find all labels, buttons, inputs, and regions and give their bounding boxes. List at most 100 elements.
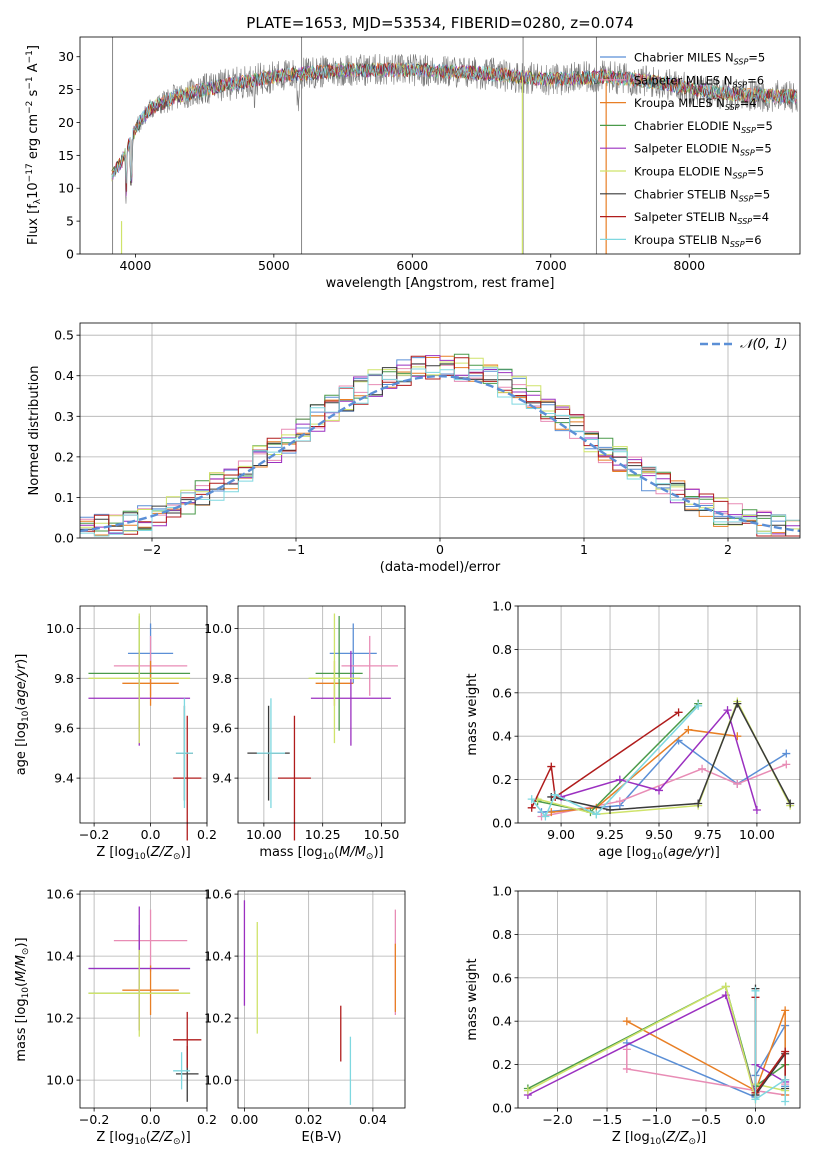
spectrum-panel: PLATE=1653, MJD=53534, FIBERID=0280, z=0… (25, 14, 801, 291)
x-tick-label: 9.00 (547, 827, 575, 842)
x-tick-label: 9.50 (645, 827, 673, 842)
mass-vs-metallicity-panel: −0.2 0.0 0.2 10.0 10.2 10.4 10.6 Z [log10(Z/Z⊙)… (14, 887, 217, 1147)
y-axis-label: Flux [fλ10−17 erg cm−2 s−1 A−1] (25, 45, 43, 245)
legend-label: Salpeter MILES NSSP=6 (634, 73, 764, 89)
y-tick-label: 0 (66, 247, 74, 262)
mass-weight-vs-metallicity-panel: −2.0 −1.5 −1.0 −0.5 0.0 0.0 0.2 0.4 0.6 0.8 1.0 Z [… (465, 884, 801, 1147)
weight-point (527, 803, 536, 812)
weight-point (781, 1006, 790, 1015)
y-tick-label: 1.0 (492, 599, 512, 614)
x-tick-label: −0.2 (79, 1112, 109, 1127)
weight-point (781, 1047, 790, 1056)
x-axis-label: Z [log10(Z/Z⊙)] (612, 1130, 706, 1147)
weight-point (622, 1017, 631, 1026)
histogram-step (80, 355, 800, 535)
weight-point (721, 982, 730, 991)
weight-point (684, 725, 693, 734)
residual-histogram-panel: −2 −1 0 1 2 0.0 0.1 0.2 0.3 0.4 0.5 (data-model)/er… (27, 322, 801, 575)
y-tick-label: 9.8 (212, 671, 232, 686)
age-vs-mass-panel: 10.00 10.25 10.50 9.4 9.6 9.8 10.0 mass [log10(… (204, 605, 406, 862)
x-tick-label: 0 (436, 542, 444, 557)
y-axis-label: mass [log10(M/M⊙)] (14, 937, 31, 1061)
weight-point (615, 775, 624, 784)
x-axis-label: Z [log10(Z/Z⊙)] (96, 845, 190, 862)
x-tick-label: −1.0 (641, 1112, 671, 1127)
x-axis-label: mass [log10(M/M⊙)] (259, 845, 383, 862)
mass-weight-vs-age-panel: 9.00 9.25 9.50 9.75 10.00 0.0 0.2 0.4 0.6 0.8 1.0 a… (465, 599, 801, 862)
y-tick-label: 10 (58, 181, 74, 196)
legend-label: Chabrier STELIB NSSP=5 (634, 187, 770, 203)
y-tick-label: 10.4 (204, 949, 232, 964)
y-tick-label: 20 (58, 115, 74, 130)
weight-point (606, 805, 615, 814)
histogram-step (80, 357, 800, 537)
weight-point (547, 808, 556, 817)
x-tick-label: 0.0 (746, 1112, 766, 1127)
y-tick-label: 0.8 (492, 927, 512, 942)
y-tick-label: 10.0 (204, 621, 232, 636)
weight-series-line (531, 705, 699, 818)
weight-point (751, 1095, 760, 1104)
weight-series-line (551, 701, 791, 811)
x-tick-label: 0.2 (197, 827, 217, 842)
y-tick-label: 0.3 (54, 409, 74, 424)
axes-frame (237, 890, 406, 1109)
y-tick-label: 10.6 (46, 887, 74, 902)
y-tick-label: 5 (66, 214, 74, 229)
axes-frame (517, 890, 801, 1109)
x-tick-label: 0.0 (141, 827, 161, 842)
y-axis-label: mass weight (465, 673, 480, 755)
axes-frame (79, 890, 208, 1109)
axes-frame (79, 605, 208, 824)
weight-point (541, 812, 550, 821)
legend-label: Kroupa MILES NSSP=4 (634, 96, 757, 112)
y-tick-label: 0.1 (54, 490, 74, 505)
y-tick-label: 10.4 (46, 949, 74, 964)
legend-label: Kroupa ELODIE NSSP=5 (634, 165, 764, 181)
x-tick-label: 7000 (535, 258, 567, 273)
legend-label: Chabrier ELODIE NSSP=5 (634, 119, 773, 135)
weight-point (547, 762, 556, 771)
x-tick-label: 10.00 (739, 827, 775, 842)
y-tick-label: 0.2 (492, 772, 512, 787)
legend-label: Kroupa STELIB NSSP=6 (634, 233, 762, 249)
weight-point (551, 790, 560, 799)
x-tick-label: 10.25 (305, 827, 341, 842)
y-tick-label: 0.8 (492, 642, 512, 657)
y-tick-label: 0.2 (492, 1057, 512, 1072)
x-axis-label: (data-model)/error (380, 560, 501, 575)
histogram-step (80, 363, 800, 537)
y-tick-label: 1.0 (492, 884, 512, 899)
y-tick-label: 0.6 (492, 970, 512, 985)
x-tick-label: 10.00 (246, 827, 282, 842)
chart-title: PLATE=1653, MJD=53534, FIBERID=0280, z=0… (246, 14, 633, 32)
model-spectrum-line (111, 62, 797, 188)
weight-point (694, 701, 703, 710)
weight-point (527, 795, 536, 804)
x-tick-label: −2.0 (542, 1112, 572, 1127)
y-tick-label: 10.2 (46, 1011, 74, 1026)
x-tick-label: 0.02 (295, 1112, 323, 1127)
histogram-step (80, 355, 800, 537)
y-axis-label: mass weight (465, 958, 480, 1040)
y-tick-label: 9.4 (54, 771, 74, 786)
y-tick-label: 10.2 (204, 1011, 232, 1026)
y-tick-label: 9.4 (212, 771, 232, 786)
y-tick-label: 0.5 (54, 328, 74, 343)
weight-series-line (754, 990, 786, 1102)
weight-point (698, 764, 707, 773)
x-tick-label: −2 (143, 542, 161, 557)
weight-point (674, 708, 683, 717)
y-tick-label: 9.8 (54, 671, 74, 686)
x-tick-label: 2 (724, 542, 732, 557)
weight-point (655, 786, 663, 795)
x-tick-label: 0.04 (359, 1112, 387, 1127)
legend-label: Salpeter STELIB NSSP=4 (634, 210, 769, 226)
y-tick-label: 0.0 (492, 1101, 512, 1116)
weight-point (781, 1075, 790, 1084)
y-tick-label: 0.4 (492, 1014, 512, 1029)
weight-point (733, 779, 742, 788)
x-tick-label: 9.25 (596, 827, 624, 842)
x-axis-label: age [log10(age/yr)] (598, 845, 720, 862)
